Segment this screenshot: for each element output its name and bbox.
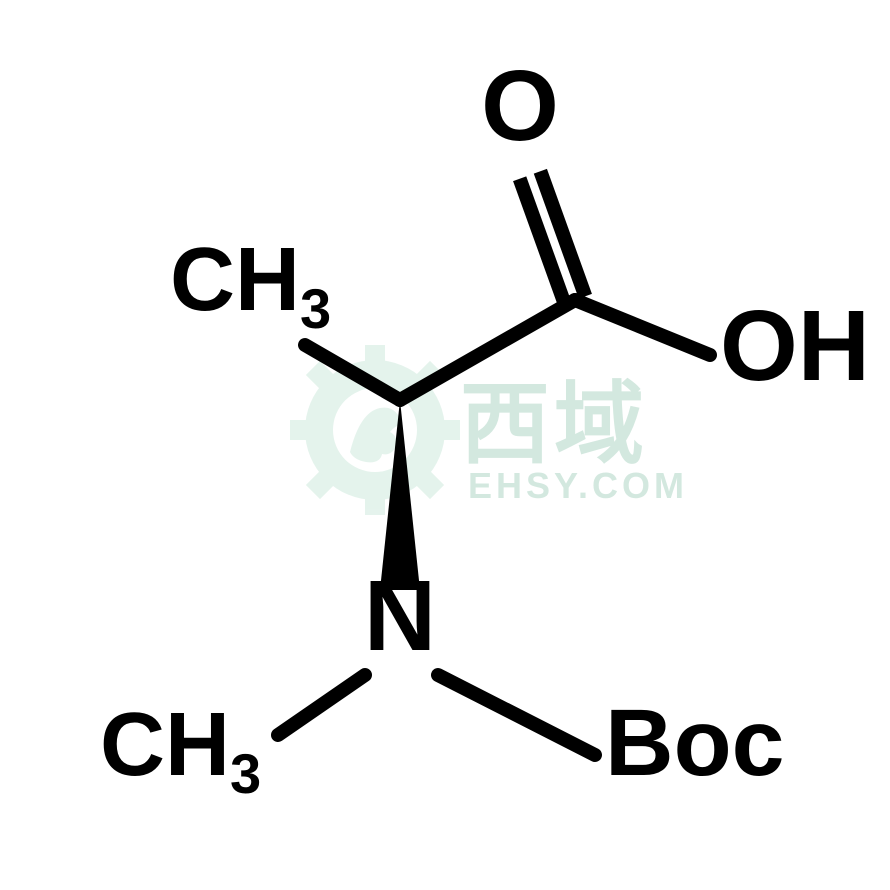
watermark-brand-cn: 西域 bbox=[460, 375, 648, 475]
bond-single bbox=[438, 675, 595, 755]
chemical-structure-diagram: 西域 EHSY.COM CH3 O OH N CH3 Boc bbox=[0, 0, 890, 890]
atom-label-OH: OH bbox=[720, 290, 870, 402]
atom-label-Boc: Boc bbox=[605, 690, 784, 796]
watermark-gear-icon bbox=[290, 345, 460, 515]
atom-label-O_top: O bbox=[481, 50, 559, 162]
atom-label-CH3_bot: CH3 bbox=[100, 695, 261, 805]
watermark-brand-en: EHSY.COM bbox=[468, 465, 688, 506]
bond-double bbox=[540, 171, 585, 296]
bond-single bbox=[575, 300, 710, 355]
atom-label-CH3_top: CH3 bbox=[170, 230, 331, 340]
bond-single bbox=[278, 675, 365, 735]
atom-label-N: N bbox=[364, 560, 436, 672]
bond-double bbox=[520, 179, 565, 304]
